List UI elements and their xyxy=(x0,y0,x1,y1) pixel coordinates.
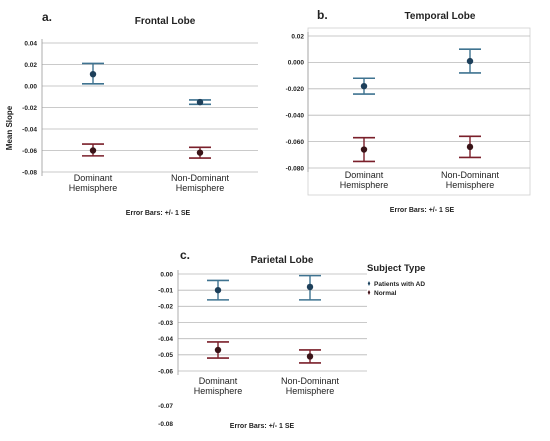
y-tick-label: -0.02 xyxy=(158,304,173,311)
data-point xyxy=(214,286,222,294)
y-tick-label: -0.03 xyxy=(158,320,173,327)
y-tick-label: -0.06 xyxy=(22,148,37,155)
x-tick-label: Hemisphere xyxy=(446,180,495,190)
x-tick-label: Dominant xyxy=(74,173,113,183)
y-tick-label: -0.060 xyxy=(286,139,305,146)
error-bar-note: Error Bars: +/- 1 SE xyxy=(390,207,455,214)
data-point xyxy=(360,82,368,90)
legend: Subject Type Patients with AD Normal xyxy=(367,263,425,297)
legend-symbol-normal xyxy=(367,290,371,295)
data-point xyxy=(360,146,368,153)
y-tick-label: -0.07 xyxy=(158,403,173,410)
x-tick-label: Hemisphere xyxy=(69,183,118,193)
y-tick-label: 0.00 xyxy=(24,83,37,90)
data-point xyxy=(306,283,314,291)
x-tick-label: Non-Dominant xyxy=(441,170,500,180)
y-tick-label: 0.000 xyxy=(288,60,305,67)
y-tick-label: 0.02 xyxy=(291,33,304,40)
y-tick-label: -0.04 xyxy=(158,336,173,343)
data-point xyxy=(89,70,97,78)
y-tick-label: 0.04 xyxy=(24,40,37,47)
panel-letter: b. xyxy=(317,8,328,22)
panel-parietal-lobe: c. Parietal Lobe Error Bars: +/- 1 SE 0.… xyxy=(158,248,367,430)
y-tick-label: -0.080 xyxy=(286,165,305,172)
legend-item-normal: Normal xyxy=(367,290,397,297)
legend-title: Subject Type xyxy=(367,263,425,274)
legend-dot xyxy=(367,291,371,294)
x-tick-label: Hemisphere xyxy=(286,386,335,396)
error-bar-note: Error Bars: +/- 1 SE xyxy=(230,423,295,430)
error-bar-note: Error Bars: +/- 1 SE xyxy=(126,210,191,217)
legend-dot xyxy=(367,282,371,285)
data-point xyxy=(466,143,474,151)
panel-title: Temporal Lobe xyxy=(405,11,476,22)
data-point xyxy=(306,353,314,360)
x-tick-label: Dominant xyxy=(345,170,384,180)
legend-symbol-patients xyxy=(367,281,371,286)
legend-label: Patients with AD xyxy=(374,281,425,288)
panel-temporal-lobe: b. Temporal Lobe Error Bars: +/- 1 SE 0.… xyxy=(286,8,531,214)
y-tick-label: -0.040 xyxy=(286,113,305,120)
y-axis-label: Mean Slope xyxy=(5,105,14,150)
data-point xyxy=(196,98,204,106)
x-tick-label: Hemisphere xyxy=(340,180,389,190)
y-tick-label: -0.08 xyxy=(22,169,37,176)
x-tick-label: Non-Dominant xyxy=(171,173,230,183)
panel-title: Frontal Lobe xyxy=(135,16,196,27)
x-tick-label: Non-Dominant xyxy=(281,376,340,386)
x-tick-label: Hemisphere xyxy=(176,183,225,193)
panel-letter: a. xyxy=(42,10,52,24)
panel-letter: c. xyxy=(180,248,190,262)
legend-label: Normal xyxy=(374,290,397,297)
x-tick-label: Dominant xyxy=(199,376,238,386)
x-tick-label: Hemisphere xyxy=(194,386,243,396)
y-tick-label: -0.05 xyxy=(158,352,173,359)
panel-title: Parietal Lobe xyxy=(251,255,314,266)
data-point xyxy=(196,149,204,156)
data-point xyxy=(89,147,97,154)
y-tick-label: -0.02 xyxy=(22,105,37,112)
legend-item-patients: Patients with AD xyxy=(367,281,425,288)
y-tick-label: -0.06 xyxy=(158,368,173,375)
y-tick-label: -0.020 xyxy=(286,86,305,93)
y-tick-label: -0.04 xyxy=(22,126,37,133)
panel-frontal-lobe: a. Frontal Lobe Mean Slope Error Bars: +… xyxy=(5,10,258,217)
y-tick-label: -0.01 xyxy=(158,287,173,294)
y-tick-label: -0.08 xyxy=(158,421,173,428)
y-tick-label: 0.00 xyxy=(160,271,173,278)
y-tick-label: 0.02 xyxy=(24,62,37,69)
data-point xyxy=(214,346,222,354)
data-point xyxy=(466,57,474,65)
